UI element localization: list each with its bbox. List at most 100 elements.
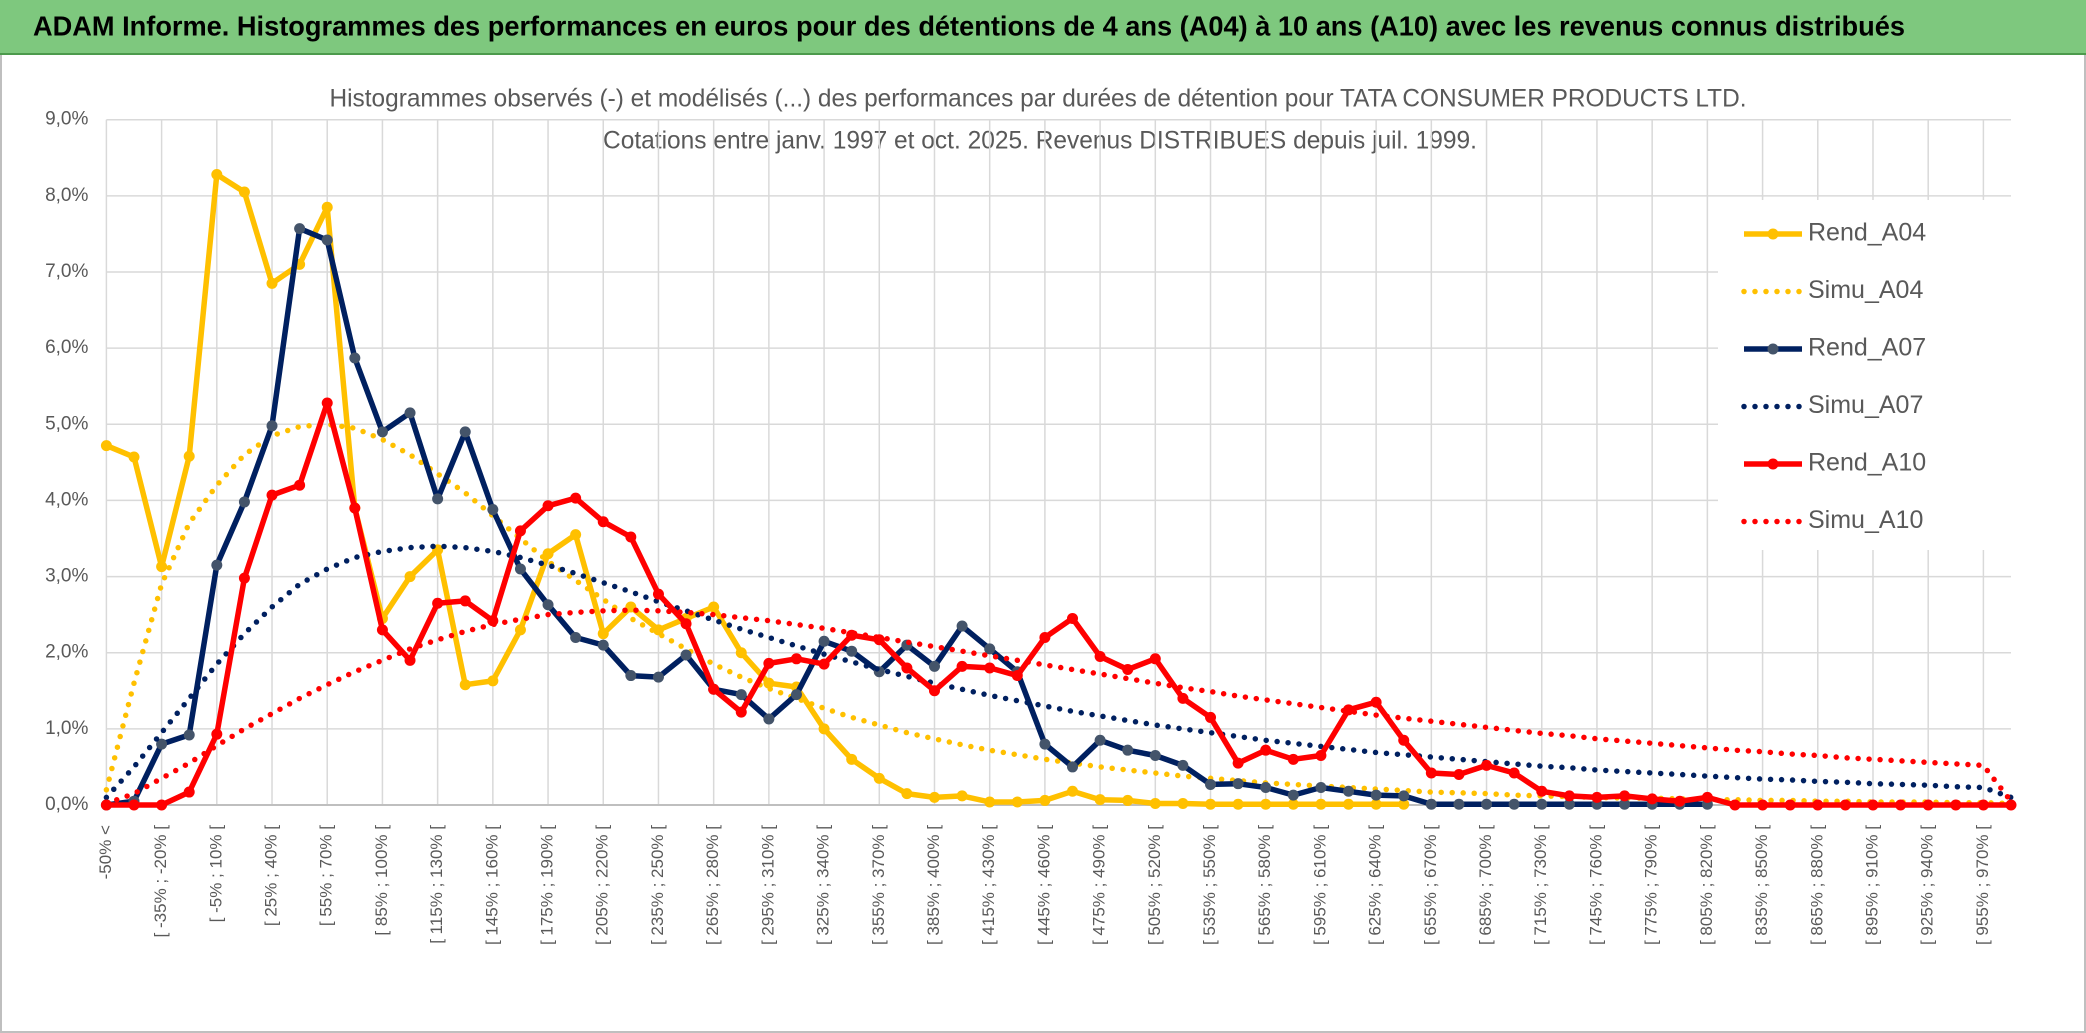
series-marker: [1260, 744, 1272, 756]
series-marker: [652, 671, 664, 683]
series-marker: [1149, 750, 1161, 762]
series-marker: [1149, 797, 1161, 809]
x-tick-label: [ 955% ; 970% [: [1973, 825, 1992, 945]
series-marker: [238, 572, 250, 584]
series-marker: [1011, 796, 1023, 808]
series-marker: [1287, 789, 1299, 801]
series-marker: [1453, 798, 1465, 810]
series-marker: [211, 559, 223, 571]
chart-title: Histogrammes observés (-) et modélisés (…: [330, 85, 1747, 113]
series-marker: [1812, 799, 1824, 811]
x-tick-label: [ 175% ; 190% [: [538, 825, 557, 945]
series-marker: [956, 660, 968, 672]
x-tick-label: [ 295% ; 310% [: [758, 825, 777, 945]
x-tick-label: [ 25% ; 40% [: [262, 825, 281, 926]
legend-label: Simu_A07: [1808, 391, 1923, 419]
series-marker: [183, 450, 195, 462]
y-tick-label: 2,0%: [45, 642, 88, 663]
series-marker: [1536, 798, 1548, 810]
series-marker: [294, 479, 306, 491]
series-marker: [321, 234, 333, 246]
series-marker: [432, 597, 444, 609]
series-marker: [459, 679, 471, 691]
series-marker: [1177, 692, 1189, 704]
series-marker: [1563, 790, 1575, 802]
series-marker: [1177, 797, 1189, 809]
series-marker: [984, 796, 996, 808]
series-marker: [294, 223, 306, 235]
series-marker: [1011, 670, 1023, 682]
x-tick-label: [ -5% ; 10% [: [206, 825, 225, 923]
series-marker: [597, 516, 609, 528]
x-tick-label: [ -35% ; -20% [: [151, 825, 170, 938]
series-marker: [459, 426, 471, 438]
series-marker: [818, 635, 830, 647]
series-marker: [1205, 778, 1217, 790]
chart-subtitle: Cotations entre janv. 1997 et oct. 2025.…: [603, 127, 1477, 155]
series-marker: [1425, 767, 1437, 779]
series-marker: [680, 618, 692, 630]
series-marker: [873, 772, 885, 784]
series-marker: [432, 493, 444, 505]
series-marker: [763, 713, 775, 725]
series-marker: [790, 689, 802, 701]
series-marker: [846, 753, 858, 765]
series-marker: [321, 397, 333, 409]
series-marker: [735, 689, 747, 701]
series-marker: [818, 723, 830, 735]
series-marker: [956, 620, 968, 632]
legend-label: Simu_A04: [1808, 276, 1923, 304]
series-marker: [818, 658, 830, 670]
series-marker: [1370, 789, 1382, 801]
x-tick-label: [ 685% ; 700% [: [1476, 825, 1495, 945]
series-marker: [1757, 799, 1769, 811]
series-marker: [984, 643, 996, 655]
series-marker: [1591, 791, 1603, 803]
series-marker: [928, 791, 940, 803]
series-marker: [211, 169, 223, 181]
y-tick-label: 5,0%: [45, 413, 88, 434]
series-marker: [156, 738, 168, 750]
series-marker: [1508, 798, 1520, 810]
series-marker: [1619, 798, 1631, 810]
series-marker: [1039, 794, 1051, 806]
series-marker: [570, 492, 582, 504]
x-tick-label: [ 865% ; 880% [: [1807, 825, 1826, 945]
series-marker: [1260, 798, 1272, 810]
series-marker: [1067, 612, 1079, 624]
series-marker: [1398, 798, 1410, 810]
series-marker: [1232, 778, 1244, 790]
series-marker: [1149, 653, 1161, 665]
x-tick-label: -50% <: [96, 825, 115, 879]
series-marker: [514, 624, 526, 636]
series-marker: [128, 799, 140, 811]
series-marker: [1646, 793, 1658, 805]
series-marker: [266, 420, 278, 432]
series-marker: [1977, 799, 1989, 811]
series-marker: [376, 624, 388, 636]
series-line: [106, 400, 2011, 808]
series-marker: [1343, 798, 1355, 810]
x-tick-label: [ 925% ; 940% [: [1918, 825, 1937, 945]
series-marker: [1094, 734, 1106, 746]
series-marker: [1232, 757, 1244, 769]
x-tick-label: [ 895% ; 910% [: [1862, 825, 1881, 945]
legend-box: [1718, 200, 2018, 550]
series-marker: [928, 660, 940, 672]
series-marker: [1315, 781, 1327, 793]
series-marker: [1729, 799, 1741, 811]
series-marker: [1895, 799, 1907, 811]
series-marker: [156, 799, 168, 811]
series-marker: [1343, 785, 1355, 797]
legend-label: Rend_A04: [1808, 219, 1926, 247]
y-tick-label: 8,0%: [45, 185, 88, 206]
series-marker: [1122, 794, 1134, 806]
series-marker: [349, 502, 361, 514]
x-tick-label: [ 325% ; 340% [: [814, 825, 833, 945]
x-tick-label: [ 655% ; 670% [: [1421, 825, 1440, 945]
series-marker: [211, 728, 223, 740]
series-marker: [956, 790, 968, 802]
x-tick-label: [ 355% ; 370% [: [869, 825, 888, 945]
series-marker: [1205, 711, 1217, 723]
